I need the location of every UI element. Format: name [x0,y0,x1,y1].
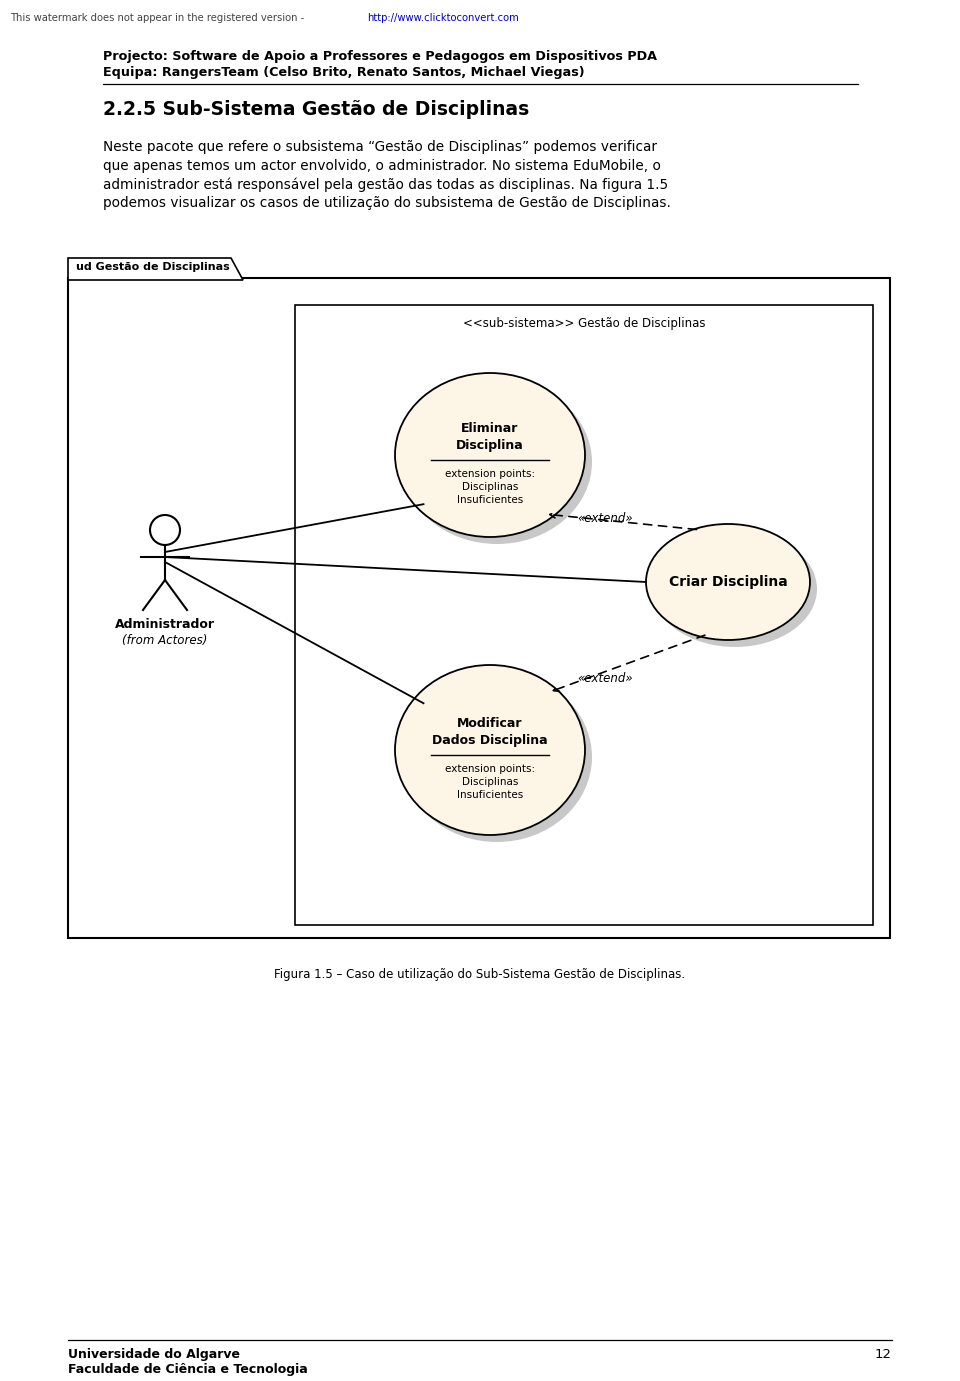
Text: podemos visualizar os casos de utilização do subsistema de Gestão de Disciplinas: podemos visualizar os casos de utilizaçã… [103,196,671,210]
Text: 12: 12 [875,1348,892,1362]
Text: ud Gestão de Disciplinas: ud Gestão de Disciplinas [76,262,229,272]
Text: Neste pacote que refere o subsistema “Gestão de Disciplinas” podemos verificar: Neste pacote que refere o subsistema “Ge… [103,139,657,155]
Ellipse shape [646,523,810,639]
Ellipse shape [395,666,585,836]
Text: 2.2.5 Sub-Sistema Gestão de Disciplinas: 2.2.5 Sub-Sistema Gestão de Disciplinas [103,99,529,119]
Text: Administrador: Administrador [115,619,215,631]
Ellipse shape [653,532,817,648]
Ellipse shape [395,373,585,537]
Ellipse shape [402,380,592,544]
Text: (from Actores): (from Actores) [122,634,207,648]
Text: This watermark does not appear in the registered version -: This watermark does not appear in the re… [10,12,307,23]
Text: que apenas temos um actor envolvido, o administrador. No sistema EduMobile, o: que apenas temos um actor envolvido, o a… [103,159,660,173]
Text: Projecto: Software de Apoio a Professores e Pedagogos em Dispositivos PDA: Projecto: Software de Apoio a Professore… [103,50,657,64]
Text: Equipa: RangersTeam (Celso Brito, Renato Santos, Michael Viegas): Equipa: RangersTeam (Celso Brito, Renato… [103,66,585,79]
Text: administrador está responsável pela gestão das todas as disciplinas. Na figura 1: administrador está responsável pela gest… [103,177,668,192]
Text: Faculdade de Ciência e Tecnologia: Faculdade de Ciência e Tecnologia [68,1363,308,1375]
Text: extension points:
Disciplinas
Insuficientes: extension points: Disciplinas Insuficien… [444,468,535,505]
Text: http://www.clicktoconvert.com: http://www.clicktoconvert.com [367,12,518,23]
Text: Modificar
Dados Disciplina: Modificar Dados Disciplina [432,717,548,747]
Bar [295,305,873,925]
Text: «extend»: «extend» [577,671,633,685]
Text: <<sub-sistema>> Gestão de Disciplinas: <<sub-sistema>> Gestão de Disciplinas [463,316,706,330]
Text: extension points:
Disciplinas
Insuficientes: extension points: Disciplinas Insuficien… [444,764,535,800]
Text: «extend»: «extend» [577,511,633,525]
Text: Universidade do Algarve: Universidade do Algarve [68,1348,240,1362]
Text: Eliminar
Disciplina: Eliminar Disciplina [456,423,524,452]
Text: Criar Disciplina: Criar Disciplina [668,574,787,590]
Ellipse shape [402,673,592,842]
Bar [68,278,890,938]
Polygon shape [68,258,243,280]
Text: Figura 1.5 – Caso de utilização do Sub-Sistema Gestão de Disciplinas.: Figura 1.5 – Caso de utilização do Sub-S… [275,968,685,981]
